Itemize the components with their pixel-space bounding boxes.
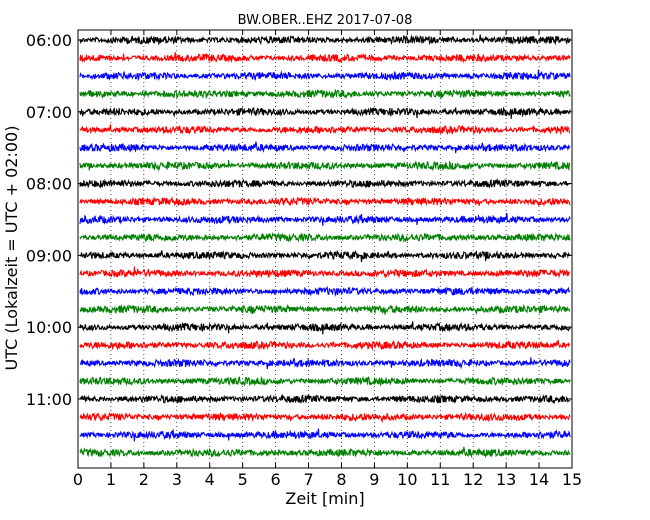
y-tick-label: 09:00 bbox=[26, 246, 72, 265]
trace-0830 bbox=[79, 212, 571, 226]
trace-0615 bbox=[79, 52, 571, 64]
trace-1100 bbox=[79, 393, 571, 405]
x-tick-label: 12 bbox=[463, 470, 483, 489]
trace-1115 bbox=[79, 411, 571, 424]
x-tick-label: 2 bbox=[139, 470, 149, 489]
trace-1045 bbox=[79, 375, 571, 387]
x-tick-label: 7 bbox=[303, 470, 313, 489]
y-tick-label: 10:00 bbox=[26, 318, 72, 337]
trace-1130 bbox=[79, 428, 571, 442]
trace-1000 bbox=[79, 321, 571, 335]
trace-1030 bbox=[79, 357, 571, 370]
y-tick-label: 11:00 bbox=[26, 390, 72, 409]
x-axis-ticks: 0 1 2 3 4 5 6 7 8 9 10 11 12 13 14 15 bbox=[73, 30, 582, 489]
x-tick-label: 5 bbox=[238, 470, 248, 489]
x-tick-label: 9 bbox=[369, 470, 379, 489]
trace-0715 bbox=[79, 124, 571, 136]
x-tick-label: 14 bbox=[529, 470, 549, 489]
x-tick-label: 6 bbox=[271, 470, 281, 489]
plot-frame bbox=[77, 29, 573, 469]
trace-0600 bbox=[79, 34, 571, 46]
y-tick-label: 08:00 bbox=[26, 175, 72, 194]
trace-0915 bbox=[79, 266, 571, 279]
y-axis-label: UTC (Lokalzeit = UTC + 02:00) bbox=[2, 126, 21, 371]
trace-0645 bbox=[79, 88, 571, 100]
x-tick-label: 0 bbox=[73, 470, 83, 489]
x-tick-label: 13 bbox=[496, 470, 516, 489]
traces bbox=[79, 34, 571, 459]
trace-1015 bbox=[79, 339, 571, 351]
trace-0930 bbox=[79, 285, 571, 297]
trace-0945 bbox=[79, 303, 571, 316]
trace-1145 bbox=[79, 446, 571, 459]
trace-0730 bbox=[79, 141, 571, 154]
trace-0845 bbox=[79, 231, 571, 243]
trace-0900 bbox=[79, 249, 571, 263]
trace-0630 bbox=[79, 69, 571, 82]
chart-title: BW.OBER..EHZ 2017-07-08 bbox=[238, 13, 413, 28]
x-tick-label: 3 bbox=[172, 470, 182, 489]
trace-0800 bbox=[79, 178, 571, 189]
y-tick-label: 07:00 bbox=[26, 103, 72, 122]
x-tick-label: 8 bbox=[336, 470, 346, 489]
x-axis-label: Zeit [min] bbox=[285, 489, 364, 508]
x-tick-label: 15 bbox=[562, 470, 582, 489]
y-tick-label: 06:00 bbox=[26, 31, 72, 50]
trace-0700 bbox=[79, 106, 571, 119]
x-tick-label: 11 bbox=[430, 470, 450, 489]
y-axis-ticks: 06:00 07:00 08:00 09:00 10:00 11:00 bbox=[26, 31, 572, 409]
x-tick-label: 4 bbox=[205, 470, 215, 489]
trace-0815 bbox=[79, 195, 571, 207]
trace-0745 bbox=[79, 160, 571, 172]
x-tick-label: 1 bbox=[106, 470, 116, 489]
x-tick-label: 10 bbox=[397, 470, 417, 489]
